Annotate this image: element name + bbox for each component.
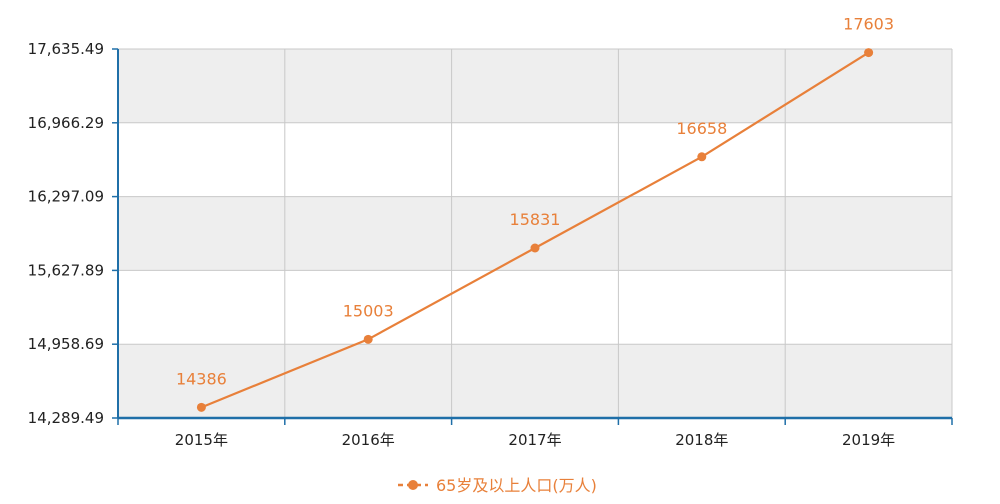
data-point [697, 152, 707, 162]
data-label: 15003 [343, 301, 394, 320]
legend-dot-marker [408, 480, 418, 490]
plot-background-bands [118, 49, 952, 418]
data-point [196, 402, 206, 412]
data-point [363, 334, 373, 344]
data-label: 14386 [176, 369, 227, 388]
grid-lines [118, 48, 953, 419]
x-tick-label: 2019年 [842, 431, 895, 449]
y-tick-label: 14,958.69 [28, 335, 104, 353]
plot-band [118, 270, 952, 345]
x-tick-label: 2016年 [342, 431, 395, 449]
legend-series-label: 65岁及以上人口(万人) [436, 476, 597, 495]
legend[interactable]: 65岁及以上人口(万人) [398, 476, 597, 495]
y-tick-label: 16,966.29 [28, 114, 104, 132]
data-label: 16658 [676, 119, 727, 138]
data-label: 17603 [843, 15, 894, 34]
axes [112, 48, 953, 425]
data-point [530, 243, 540, 253]
y-tick-label: 16,297.09 [28, 188, 104, 206]
x-tick-label: 2015年 [175, 431, 228, 449]
y-tick-label: 17,635.49 [28, 40, 104, 58]
x-tick-label: 2018年 [675, 431, 728, 449]
y-axis-tick-labels: 14,289.49 14,958.69 15,627.89 16,297.09 16,9… [28, 40, 104, 427]
x-axis-tick-labels: 2015年 2016年 2017年 2018年 2019年 [175, 431, 895, 449]
data-label: 15831 [510, 210, 561, 229]
plot-band [118, 344, 952, 418]
plot-band [118, 49, 952, 123]
plot-band [118, 122, 952, 197]
y-tick-label: 15,627.89 [28, 261, 104, 279]
y-tick-label: 14,289.49 [28, 409, 104, 427]
x-tick-label: 2017年 [508, 431, 561, 449]
plot-band [118, 196, 952, 271]
data-point [864, 48, 874, 58]
series-layer: 14386 15003 15831 16658 17603 [176, 15, 894, 412]
